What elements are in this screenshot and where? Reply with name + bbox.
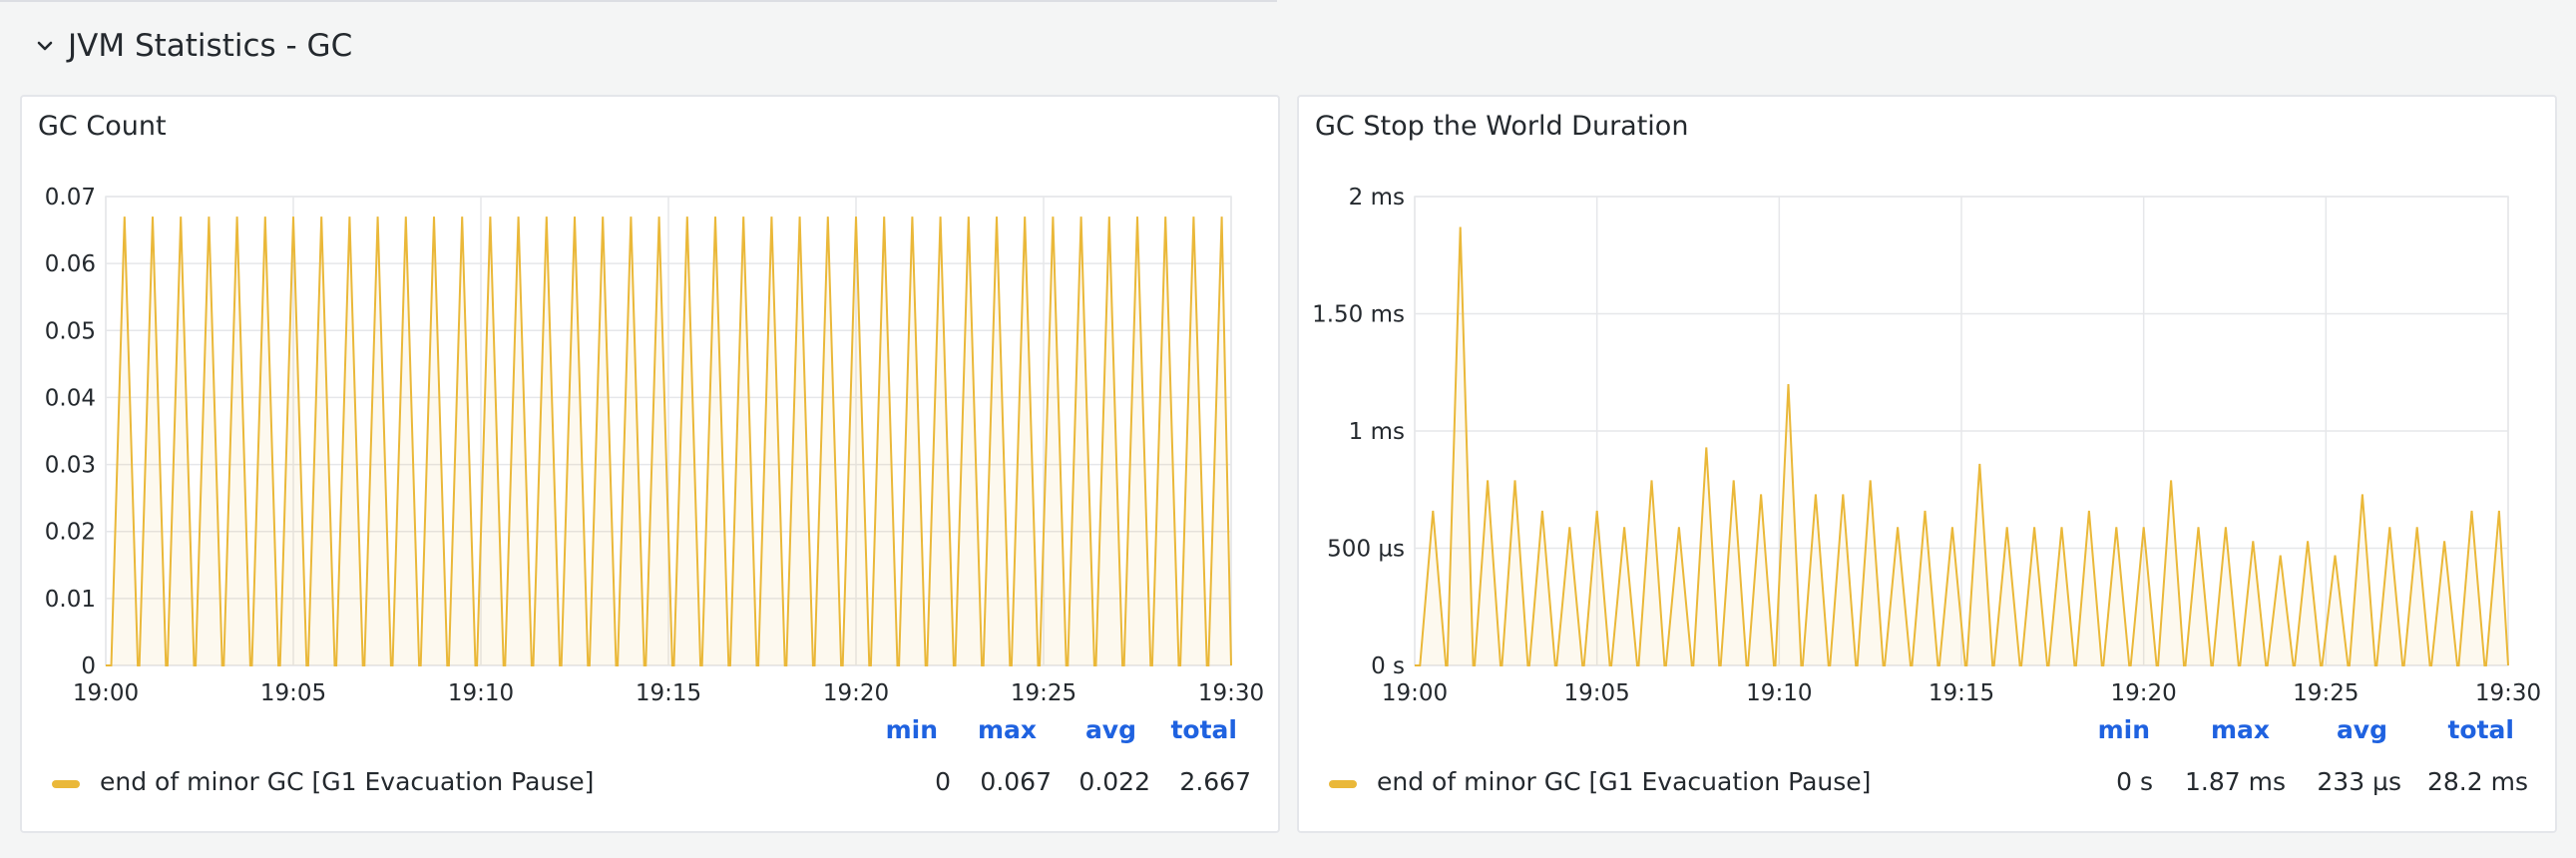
y-tick-label: 0.05: [45, 318, 96, 344]
legend-value-max: 1.87 ms: [2185, 767, 2286, 796]
legend-row[interactable]: end of minor GC [G1 Evacuation Pause] 0 …: [1299, 763, 2555, 799]
panel-title[interactable]: GC Count: [38, 111, 167, 142]
x-tick-label: 19:20: [823, 680, 889, 705]
legend-header-max[interactable]: max: [977, 715, 1037, 744]
legend-series-name[interactable]: end of minor GC [G1 Evacuation Pause]: [100, 767, 595, 796]
x-tick-label: 19:05: [1564, 680, 1630, 705]
series-color-swatch[interactable]: [52, 780, 80, 788]
panel-title[interactable]: GC Stop the World Duration: [1315, 111, 1689, 142]
legend-header-avg[interactable]: avg: [1084, 715, 1136, 744]
legend-value-min: 0 s: [2116, 767, 2153, 796]
y-tick-label: 1 ms: [1349, 419, 1405, 445]
y-tick-label: 0.02: [45, 520, 96, 546]
legend-header-total[interactable]: total: [2447, 715, 2514, 744]
legend-header-total[interactable]: total: [1170, 715, 1237, 744]
legend-value-total: 28.2 ms: [2427, 767, 2528, 796]
y-tick-label: 0.04: [45, 385, 96, 411]
y-tick-label: 2 ms: [1349, 185, 1405, 211]
legend-value-avg: 233 µs: [2317, 767, 2401, 796]
legend-header-min[interactable]: min: [885, 715, 938, 744]
legend-value-total: 2.667: [1179, 767, 1251, 796]
legend-header-avg[interactable]: avg: [2336, 715, 2387, 744]
legend-series-name[interactable]: end of minor GC [G1 Evacuation Pause]: [1377, 767, 1872, 796]
y-tick-label: 0.06: [45, 251, 96, 277]
y-tick-label: 0: [81, 653, 96, 679]
panel-gc-count[interactable]: GC Count 0 0.01 0.02 0.03 0.04 0.05 0.06 0.07 19…: [20, 95, 1280, 833]
legend-value-avg: 0.022: [1078, 767, 1150, 796]
x-tick-label: 19:10: [448, 680, 514, 705]
x-tick-label: 19:25: [1011, 680, 1076, 705]
legend-value-max: 0.067: [980, 767, 1052, 796]
x-tick-label: 19:15: [1929, 680, 1994, 705]
legend-header-min[interactable]: min: [2097, 715, 2150, 744]
x-tick-label: 19:05: [260, 680, 326, 705]
y-tick-label: 0.07: [45, 185, 96, 211]
legend-value-min: 0: [935, 767, 951, 796]
y-tick-label: 500 µs: [1327, 537, 1405, 563]
top-divider: [0, 0, 1277, 2]
x-tick-label: 19:30: [2475, 680, 2541, 705]
x-tick-label: 19:00: [73, 680, 139, 705]
row-header-jvm-gc[interactable]: JVM Statistics - GC: [34, 22, 352, 70]
row-title: JVM Statistics - GC: [68, 28, 353, 64]
series-color-swatch[interactable]: [1329, 780, 1357, 788]
x-tick-label: 19:20: [2111, 680, 2177, 705]
y-tick-label: 0 s: [1371, 653, 1405, 679]
x-tick-label: 19:10: [1746, 680, 1812, 705]
x-tick-label: 19:30: [1198, 680, 1264, 705]
y-tick-label: 0.03: [45, 453, 96, 479]
x-tick-label: 19:00: [1382, 680, 1448, 705]
x-tick-label: 19:25: [2293, 680, 2359, 705]
gc-stw-duration-chart: 0 s 500 µs 1 ms 1.50 ms 2 ms 19:00 19:05 19:10 1…: [1312, 185, 2541, 705]
chevron-down-icon[interactable]: [34, 35, 56, 57]
y-tick-label: 1.50 ms: [1312, 302, 1405, 328]
legend-header-max[interactable]: max: [2210, 715, 2270, 744]
panel-gc-stop-the-world[interactable]: GC Stop the World Duration 0 s 500 µs 1 ms…: [1297, 95, 2557, 833]
gc-count-chart: 0 0.01 0.02 0.03 0.04 0.05 0.06 0.07 19:00 19:05 1…: [45, 185, 1264, 705]
legend-row[interactable]: end of minor GC [G1 Evacuation Pause] 0 …: [22, 763, 1278, 799]
y-tick-label: 0.01: [45, 587, 96, 613]
x-tick-label: 19:15: [636, 680, 701, 705]
